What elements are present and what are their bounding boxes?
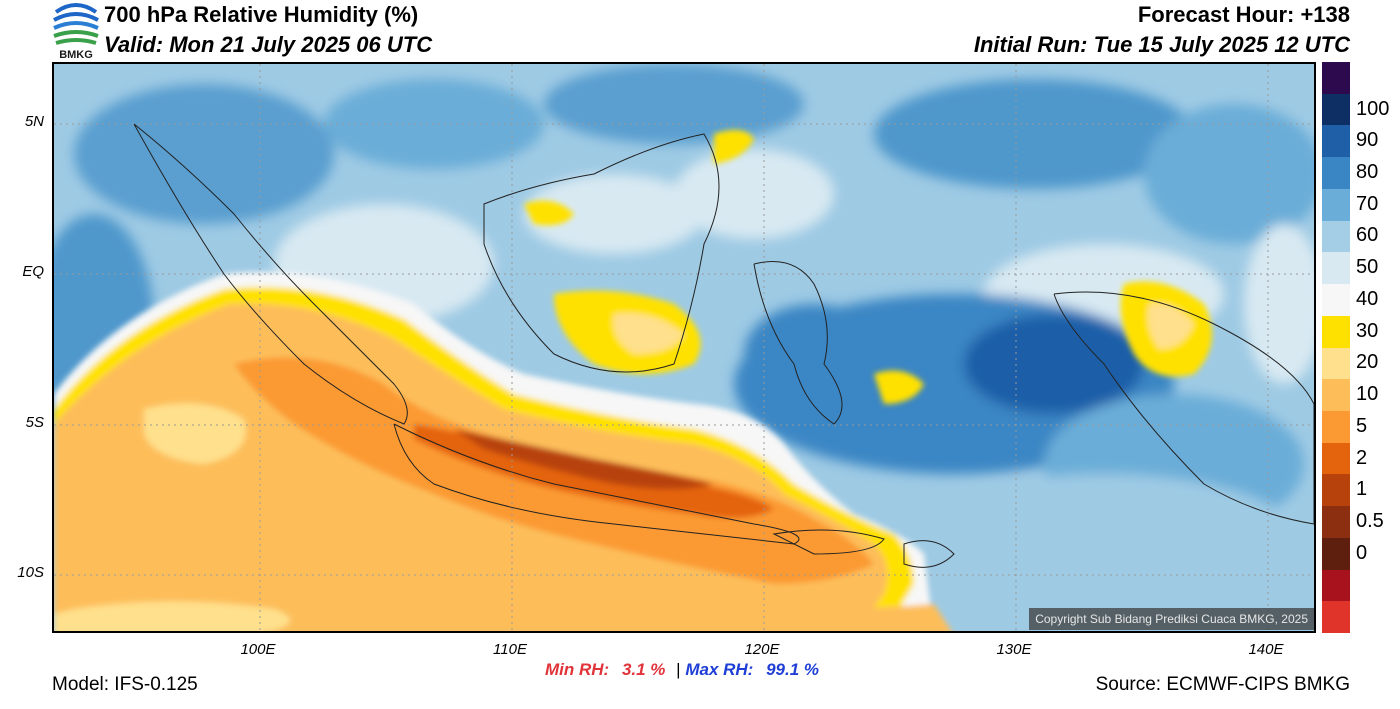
colorbar-swatch (1322, 347, 1350, 380)
lon-label: 140E (1248, 641, 1284, 658)
colorbar-label: 0 (1356, 541, 1368, 564)
map-title: 700 hPa Relative Humidity (%) (104, 2, 419, 27)
colorbar-label: 60 (1356, 224, 1379, 247)
colorbar-swatch (1322, 315, 1350, 348)
max-rh-value: 99.1 % (766, 660, 820, 679)
coastlines (133, 123, 1314, 568)
colorbar-label: 90 (1356, 129, 1379, 152)
bmkg-logo: BMKG (52, 0, 100, 62)
lat-label: 5S (25, 414, 44, 431)
colorbar-swatch (1322, 442, 1350, 475)
colorbar-label: 50 (1356, 256, 1379, 279)
colorbar-swatch (1322, 188, 1350, 222)
min-rh-label: Min RH: (545, 660, 610, 679)
colorbar-swatch (1322, 601, 1350, 634)
colorbar-swatch (1322, 569, 1350, 602)
svg-text:BMKG: BMKG (59, 49, 93, 61)
min-rh-value: 3.1 % (621, 660, 666, 679)
colorbar-label: 0.5 (1356, 509, 1384, 532)
colorbar-label: 70 (1356, 192, 1379, 215)
colorbar-swatch (1322, 157, 1350, 190)
lon-label: 100E (240, 641, 276, 658)
max-rh-label: Max RH: (685, 660, 754, 679)
colorbar-swatch (1322, 220, 1350, 253)
colorbar-swatch (1322, 62, 1350, 95)
colorbar-label: 2 (1356, 446, 1368, 469)
colorbar-swatch (1322, 284, 1350, 317)
lat-label: EQ (22, 263, 44, 280)
model-label: Model: IFS-0.125 (52, 674, 198, 695)
lat-label: 10S (17, 564, 44, 581)
colorbar-swatch (1322, 506, 1350, 539)
colorbar-label: 10 (1356, 383, 1379, 406)
colorbar-swatch (1322, 93, 1350, 126)
lon-label: 130E (996, 641, 1032, 658)
humidity-field (54, 64, 1314, 631)
colorbar-swatch (1322, 379, 1350, 412)
colorbar-swatch (1322, 252, 1350, 285)
source-label: Source: ECMWF-CIPS BMKG (1095, 674, 1350, 695)
colorbar-label: 30 (1356, 319, 1379, 342)
colorbar-label: 20 (1356, 351, 1379, 374)
colorbar-label: 1 (1356, 478, 1368, 501)
copyright-notice: Copyright Sub Bidang Prediksi Cuaca BMKG… (1029, 608, 1314, 630)
colorbar-swatch (1322, 537, 1350, 571)
rh-stats: Min RH: 3.1 % | Max RH: 99.1 % (545, 660, 819, 680)
map-grid (54, 64, 1314, 631)
valid-time: Valid: Mon 21 July 2025 06 UTC (104, 32, 433, 57)
colorbar (1322, 62, 1350, 634)
colorbar-swatch (1322, 410, 1350, 444)
forecast-hour: Forecast Hour: +138 (1137, 2, 1350, 27)
stats-separator: | (676, 660, 681, 679)
colorbar-label: 80 (1356, 161, 1379, 184)
colorbar-swatch (1322, 125, 1350, 158)
initial-run: Initial Run: Tue 15 July 2025 12 UTC (973, 32, 1350, 57)
colorbar-label: 100 (1356, 97, 1390, 120)
humidity-map (52, 62, 1316, 633)
lon-label: 110E (493, 641, 527, 658)
colorbar-label: 40 (1356, 287, 1379, 310)
lat-label: 5N (24, 113, 44, 130)
colorbar-swatch (1322, 474, 1350, 507)
lon-label: 120E (744, 641, 780, 658)
colorbar-label: 5 (1356, 414, 1368, 437)
